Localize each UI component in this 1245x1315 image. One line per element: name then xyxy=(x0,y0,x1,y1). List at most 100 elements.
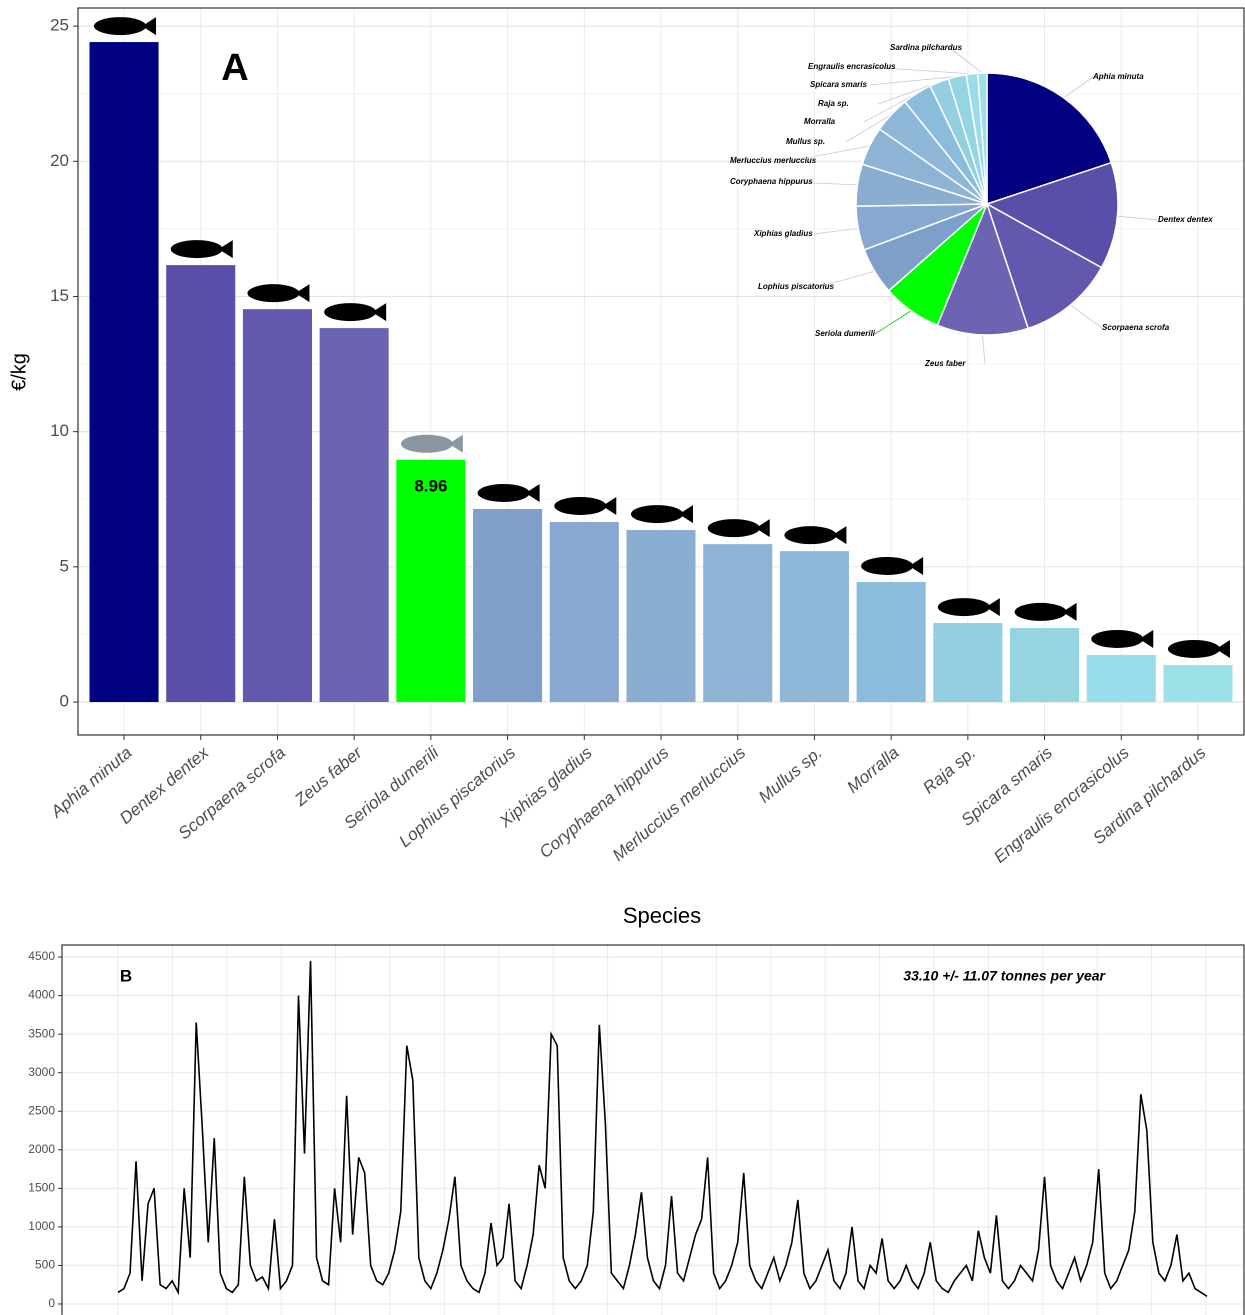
bar xyxy=(166,265,236,703)
bar xyxy=(319,328,389,703)
pie-label: Spicara smaris xyxy=(810,80,867,89)
fish-icon xyxy=(247,284,300,303)
panel-a-border xyxy=(77,7,1245,736)
pie-slice xyxy=(985,161,1119,269)
pie-label: Mullus sp. xyxy=(786,137,825,146)
y-tick-label: 1000 xyxy=(28,1219,55,1233)
leader-line xyxy=(1070,304,1103,329)
x-tick-label: Raja sp. xyxy=(919,743,979,798)
fish-icon xyxy=(525,483,540,502)
fish-icon xyxy=(937,598,990,617)
leader-line xyxy=(877,81,940,105)
leader-line xyxy=(982,334,986,365)
y-tick-label: 500 xyxy=(35,1258,55,1272)
fish-icon xyxy=(94,17,147,36)
panel-label: B xyxy=(120,966,132,985)
y-tick-label: 10 xyxy=(50,421,69,440)
panel-b-background xyxy=(62,945,1244,1315)
x-tick-label: Engraulis encrasicolus xyxy=(990,743,1133,867)
pie-label: Scorpaena scrofa xyxy=(1102,323,1170,332)
fish-icon xyxy=(1014,602,1067,621)
pie-label: Morralla xyxy=(804,117,836,126)
fish-icon xyxy=(142,17,157,36)
x-tick-label: Merluccius merluccius xyxy=(609,743,750,865)
annotation: 33.10 +/- 11.07 tonnes per year xyxy=(903,968,1106,984)
fish-icon xyxy=(170,240,223,259)
fish-icon xyxy=(909,556,924,575)
leader-line xyxy=(789,145,870,162)
pie-label: Zeus faber xyxy=(924,359,966,368)
x-axis-title: Species xyxy=(623,903,701,928)
y-tick-label: 4000 xyxy=(28,988,55,1002)
fish-icon xyxy=(1139,629,1154,648)
fish-icon xyxy=(554,496,607,515)
bar xyxy=(396,459,466,703)
leader-line xyxy=(1063,76,1094,99)
leader-line xyxy=(874,310,912,335)
panel-b: 0 500 1000 1500 2000 2500 3000 3500 4000 4500 xyxy=(28,945,1244,1315)
pie-label: Aphia minuta xyxy=(1092,72,1144,81)
fish-icon xyxy=(477,483,530,502)
pie-label: Coryphaena hippurus xyxy=(730,177,813,186)
pie-slice xyxy=(986,72,1113,206)
pie-label: Merluccius merluccius xyxy=(730,156,817,165)
leader-line xyxy=(789,181,858,186)
y-tick-label: 0 xyxy=(48,1296,55,1310)
bar xyxy=(242,309,312,703)
pie-slice xyxy=(985,202,1103,330)
leader-line xyxy=(817,271,875,288)
fish-icon xyxy=(832,526,847,545)
pie-label: Dentex dentex xyxy=(1158,215,1213,224)
fish-icon xyxy=(755,519,770,538)
fish-icon xyxy=(631,505,683,524)
pie-label: Engraulis encrasicolus xyxy=(808,62,896,71)
bar xyxy=(1163,664,1233,703)
leader-line xyxy=(845,114,892,143)
x-tick-label: Zeus faber xyxy=(290,742,366,810)
fish-icon xyxy=(784,526,837,545)
fish-icon xyxy=(1215,639,1230,658)
y-tick-label: 3500 xyxy=(28,1026,55,1040)
bar xyxy=(933,623,1003,703)
fish-icon xyxy=(707,519,760,538)
leader-line xyxy=(863,92,918,123)
bar xyxy=(549,521,619,703)
y-axis-title: €/kg xyxy=(8,353,30,391)
value-label: 8.96 xyxy=(414,476,447,495)
leader-line xyxy=(813,227,859,235)
fish-icon xyxy=(295,284,310,303)
bar xyxy=(626,530,696,703)
fish-icon xyxy=(448,434,463,453)
fish-icon xyxy=(218,240,233,259)
y-tick-label: 20 xyxy=(50,151,69,170)
fish-icon xyxy=(1091,629,1144,648)
x-tick-label: Coryphaena hippurus xyxy=(536,743,673,862)
bar xyxy=(856,581,926,703)
fish-icon xyxy=(1062,602,1077,621)
fish-icon xyxy=(985,598,1000,617)
y-tick-label: 25 xyxy=(50,16,69,35)
y-tick-label: 3000 xyxy=(28,1065,55,1079)
fish-icon xyxy=(400,434,453,453)
y-tick-label: 5 xyxy=(60,556,69,575)
fish-icon xyxy=(324,303,377,322)
fish-icon xyxy=(861,556,914,575)
fish-icon xyxy=(679,505,693,524)
panel-b-border xyxy=(61,944,1245,1315)
pie-slice xyxy=(936,201,1030,336)
y-tick-label: 4500 xyxy=(28,949,55,963)
leader-line xyxy=(949,47,983,74)
fish-icon xyxy=(1167,639,1220,658)
bar xyxy=(779,551,849,703)
y-tick-label: 1500 xyxy=(28,1180,55,1194)
bar xyxy=(1086,654,1156,703)
bar xyxy=(1010,627,1080,703)
y-tick-label: 2000 xyxy=(28,1142,55,1156)
leader-line xyxy=(869,76,958,86)
x-tick-label: Mullus sp. xyxy=(755,743,826,807)
pie-label: Sardina pilchardus xyxy=(890,43,963,52)
fish-icon xyxy=(372,303,387,322)
pie-slice xyxy=(977,72,988,205)
